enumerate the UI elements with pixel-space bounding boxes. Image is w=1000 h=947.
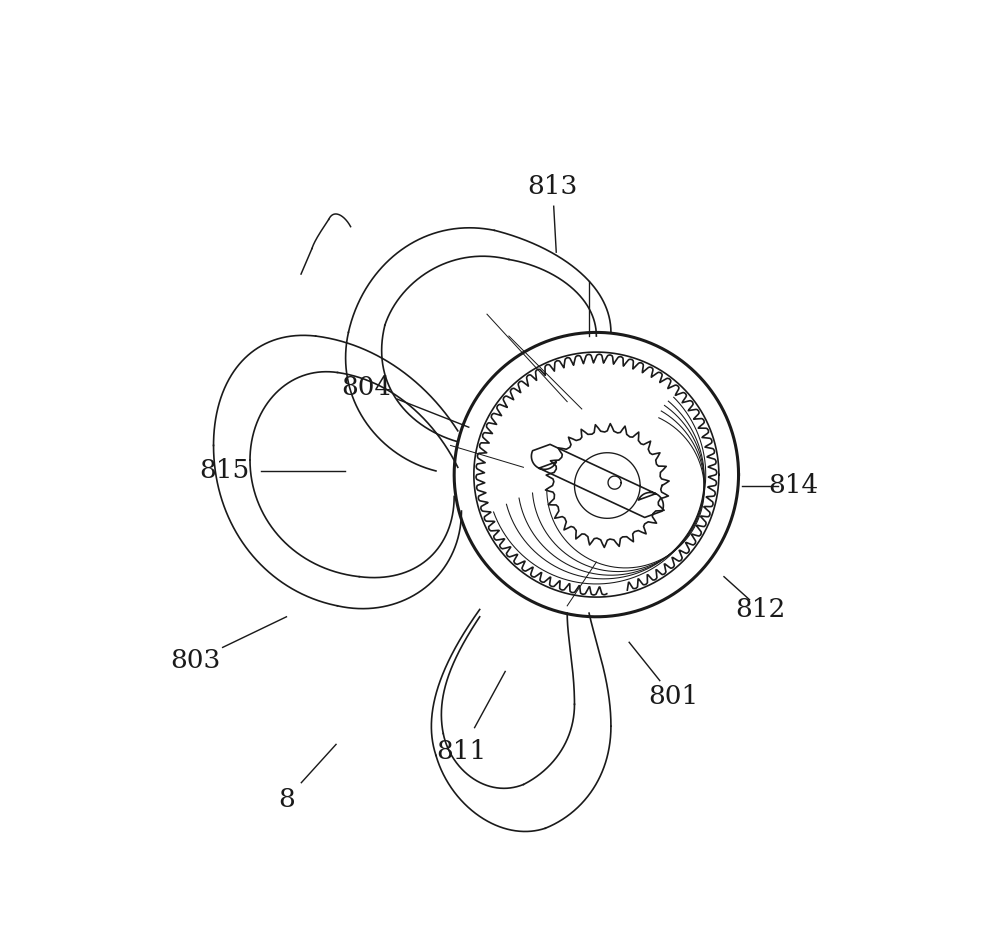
Text: 812: 812 (735, 597, 786, 622)
Text: 8: 8 (278, 787, 295, 812)
Text: 813: 813 (527, 174, 578, 199)
Text: 815: 815 (199, 458, 250, 483)
Text: 801: 801 (648, 685, 698, 709)
Text: 814: 814 (768, 474, 818, 498)
Text: 803: 803 (170, 648, 220, 673)
Text: 804: 804 (342, 375, 392, 400)
Text: 811: 811 (436, 740, 487, 764)
